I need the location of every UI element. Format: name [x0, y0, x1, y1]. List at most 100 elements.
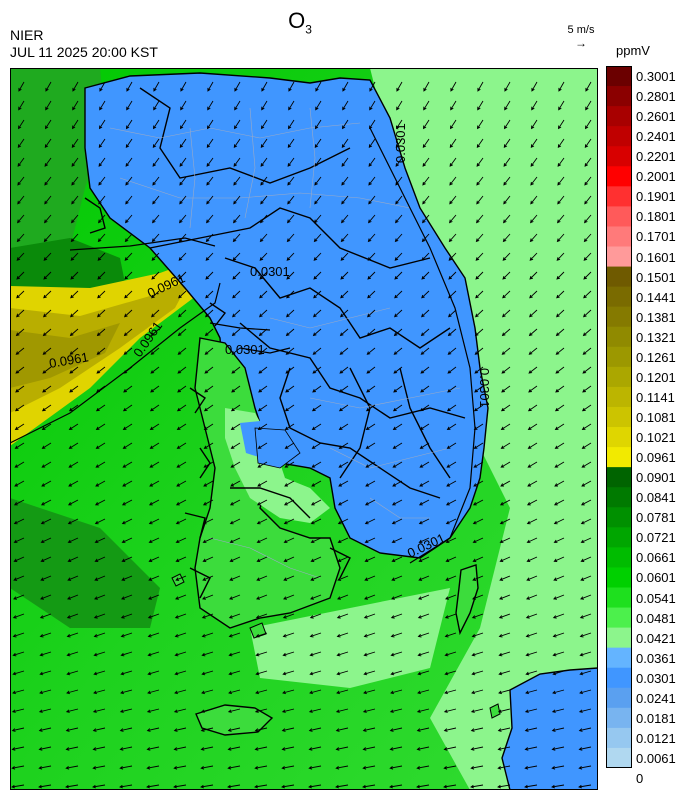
- wind-arrow: [443, 727, 457, 732]
- wind-arrow: [529, 233, 538, 243]
- wind-arrow: [11, 727, 25, 732]
- wind-arrow: [285, 328, 295, 337]
- wind-arrow: [364, 499, 376, 506]
- wind-arrow: [95, 442, 106, 449]
- wind-arrow: [15, 385, 25, 393]
- wind-arrow: [98, 157, 106, 167]
- wind-arrow: [310, 556, 322, 562]
- wind-arrow: [258, 366, 268, 374]
- wind-arrow: [448, 233, 457, 243]
- contour-label: 0.0301: [250, 264, 290, 279]
- wind-arrow: [231, 385, 241, 393]
- wind-arrow: [147, 632, 160, 638]
- jeju-island: [195, 704, 274, 736]
- wind-arrow: [341, 195, 349, 205]
- wind-arrow: [338, 461, 349, 468]
- wind-arrow: [390, 689, 403, 695]
- wind-arrow: [338, 442, 349, 449]
- wind-arrow: [502, 309, 511, 318]
- wind-arrow: [339, 366, 349, 374]
- forecast-time: JUL 11 2025 20:00 KST: [10, 44, 158, 60]
- wind-arrow: [227, 765, 241, 770]
- wind-arrow: [395, 138, 403, 149]
- wind-arrow: [148, 537, 160, 544]
- wind-arrow: [335, 765, 349, 770]
- wind-arrow: [94, 594, 106, 600]
- wind-arrow: [202, 556, 214, 562]
- wind-arrow: [71, 138, 79, 149]
- wind-arrow: [366, 366, 376, 374]
- wind-arrow: [39, 613, 52, 619]
- wind-arrow: [43, 252, 52, 261]
- wind-arrow: [578, 765, 592, 770]
- wind-arrow: [178, 309, 187, 318]
- wind-arrow: [390, 651, 403, 657]
- wind-arrow: [475, 290, 484, 299]
- wind-arrow: [255, 670, 268, 676]
- wind-arrow: [69, 366, 79, 374]
- wind-arrow: [71, 195, 79, 205]
- wind-arrow: [503, 176, 511, 186]
- wind-arrow: [227, 746, 241, 751]
- wind-arrow: [281, 727, 295, 732]
- wind-arrow: [286, 252, 295, 261]
- wind-arrow: [531, 81, 538, 92]
- wind-arrow: [309, 632, 322, 638]
- wind-arrow: [422, 157, 430, 167]
- wind-arrow: [174, 632, 187, 638]
- wind-arrow: [393, 328, 403, 337]
- wind-arrow: [497, 708, 511, 713]
- wind-arrow: [203, 423, 214, 431]
- legend-swatch: [606, 66, 632, 87]
- wind-arrow: [176, 480, 187, 487]
- legend-swatch: [606, 427, 632, 448]
- wind-arrow: [206, 138, 214, 149]
- wind-arrow: [179, 119, 187, 130]
- wind-arrow: [95, 480, 106, 487]
- wind-arrow: [581, 461, 592, 468]
- wind-arrow: [282, 651, 295, 657]
- legend-label: 0.1321: [636, 329, 676, 345]
- wind-arrow: [552, 670, 565, 676]
- wind-arrow: [421, 233, 430, 243]
- wind-arrow: [558, 81, 565, 92]
- wind-arrow: [121, 518, 133, 525]
- wind-arrow: [178, 271, 187, 280]
- wind-arrow: [203, 404, 214, 412]
- wind-arrow: [524, 727, 538, 732]
- wind-arrow: [92, 784, 106, 789]
- wind-arrow: [340, 214, 349, 224]
- wind-arrow: [227, 727, 241, 732]
- wind-arrow: [146, 708, 160, 713]
- wind-arrow: [95, 423, 106, 431]
- wind-arrow: [254, 727, 268, 732]
- wind-arrow: [394, 233, 403, 243]
- wind-arrow: [282, 632, 295, 638]
- wind-arrow: [500, 404, 511, 412]
- wind-arrow: [474, 385, 484, 393]
- legend-label: 0.0901: [636, 470, 676, 486]
- wind-arrow: [254, 765, 268, 770]
- west-sea-high-zone: [10, 68, 105, 278]
- wind-arrow: [362, 784, 376, 789]
- wind-arrow: [96, 366, 106, 374]
- wind-arrow: [475, 233, 484, 243]
- wind-arrow: [502, 233, 511, 243]
- wind-arrow: [177, 347, 187, 355]
- wind-arrow: [202, 594, 214, 600]
- legend-label: 0.0121: [636, 730, 676, 746]
- wind-arrow: [585, 100, 592, 111]
- legend-swatch: [606, 627, 632, 649]
- wind-arrow: [556, 233, 565, 243]
- wind-arrow: [551, 727, 565, 732]
- wind-arrow: [232, 290, 241, 299]
- wind-arrow: [475, 271, 484, 280]
- wind-arrow: [443, 746, 457, 751]
- legend-swatch: [606, 567, 632, 588]
- wind-arrow: [288, 100, 295, 111]
- legend-label: 0.0721: [636, 530, 676, 546]
- wind-arrow: [256, 575, 268, 581]
- wind-arrow: [368, 138, 376, 149]
- legend-label: 0.0301: [636, 670, 676, 686]
- wind-arrow: [204, 347, 214, 355]
